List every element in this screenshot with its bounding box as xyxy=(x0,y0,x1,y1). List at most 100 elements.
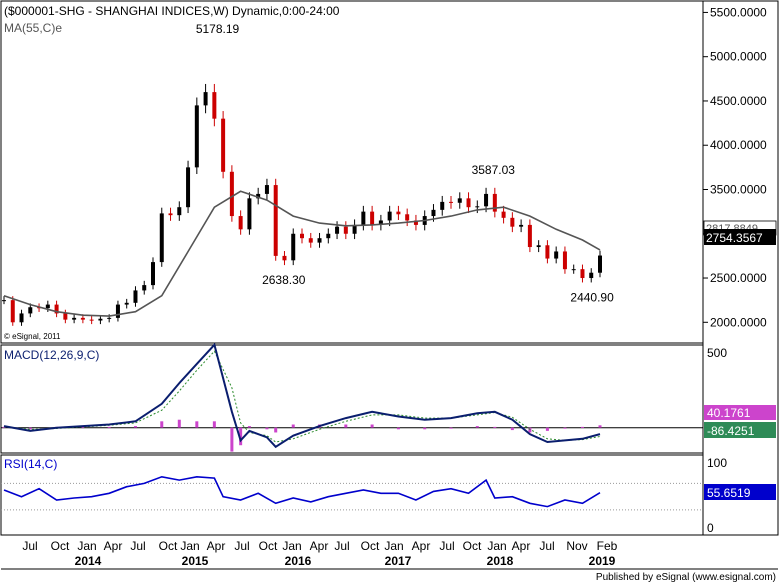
macd-histogram-bar xyxy=(546,428,549,431)
macd-histogram-bar xyxy=(248,426,251,428)
price-bar-body xyxy=(361,212,365,225)
price-bar-body xyxy=(72,318,76,320)
time-axis-year-label: 2016 xyxy=(285,554,312,568)
price-bar-body xyxy=(46,305,50,309)
time-axis-month-label: Apr xyxy=(412,539,431,553)
time-axis-month-label: Jan xyxy=(487,539,506,553)
rsi-axis-tick: 100 xyxy=(707,456,727,470)
macd-histogram-bar xyxy=(178,420,181,428)
ma-indicator-label: MA(55,C)e xyxy=(4,21,62,35)
price-bar-body xyxy=(502,212,506,218)
price-axis-tick-label: 2000.0000 xyxy=(710,315,767,329)
macd-indicator-label: MACD(12,26,9,C) xyxy=(4,348,99,362)
macd-axis-tick: 500 xyxy=(707,346,727,360)
price-bar-body xyxy=(431,210,435,216)
price-bar-body xyxy=(221,119,225,172)
time-axis-month-label: Jul xyxy=(334,539,349,553)
price-bar-body xyxy=(186,167,190,207)
price-bar-body xyxy=(63,313,67,319)
price-bar-body xyxy=(2,300,6,301)
price-bar-body xyxy=(20,313,24,322)
time-axis-year-label: 2015 xyxy=(182,554,209,568)
price-bar-body xyxy=(519,225,523,227)
price-annotation: 2638.30 xyxy=(262,273,306,287)
macd-histogram-bar xyxy=(213,421,216,427)
price-bar-body xyxy=(467,198,471,207)
price-bar-body xyxy=(388,212,392,221)
price-bar-body xyxy=(484,194,488,206)
macd-histogram-bar xyxy=(371,425,374,428)
time-axis-month-label: Jul xyxy=(439,539,454,553)
time-axis-month-label: Jul xyxy=(539,539,554,553)
macd-histogram-bar xyxy=(581,427,584,428)
price-bar-body xyxy=(177,207,181,215)
price-bar-body xyxy=(11,300,15,322)
price-bar-body xyxy=(396,212,400,215)
time-axis-month-label: Apr xyxy=(104,539,123,553)
price-bar-body xyxy=(318,238,322,242)
price-bar-body xyxy=(274,185,278,256)
price-bar-body xyxy=(107,318,111,319)
macd-histogram-bar xyxy=(160,421,163,427)
time-axis-month-label: Jan xyxy=(180,539,199,553)
macd-histogram-bar xyxy=(344,425,347,428)
last-price-badge: 2754.3567 xyxy=(706,231,763,245)
price-bar-body xyxy=(300,234,304,238)
price-bar-body xyxy=(265,185,269,194)
price-bar-body xyxy=(282,256,286,260)
price-annotation: 5178.19 xyxy=(196,22,240,36)
time-axis-month-label: Jul xyxy=(234,539,249,553)
price-bar-body xyxy=(326,234,330,238)
price-bar-body xyxy=(510,218,514,227)
time-axis-month-label: Jan xyxy=(384,539,403,553)
price-bar-body xyxy=(545,245,549,258)
macd-histogram-bar xyxy=(274,428,277,433)
price-bar-body xyxy=(116,305,120,318)
price-bar-body xyxy=(563,251,567,269)
time-axis-year-label: 2018 xyxy=(487,554,514,568)
price-bar-body xyxy=(247,198,251,229)
price-bar-body xyxy=(169,213,173,215)
rsi-indicator-label: RSI(14,C) xyxy=(4,457,57,471)
price-axis-tick-label: 5000.0000 xyxy=(710,50,767,64)
price-bar-body xyxy=(151,262,155,285)
time-axis-month-label: Oct xyxy=(159,539,178,553)
macd-histogram-badge: 40.1761 xyxy=(707,406,751,420)
price-bar-body xyxy=(528,225,532,247)
price-bar-body xyxy=(230,172,234,216)
price-bar-body xyxy=(440,202,444,210)
time-axis-month-label: Jan xyxy=(77,539,96,553)
macd-histogram-bar xyxy=(423,428,426,430)
macd-histogram-bar xyxy=(599,425,602,427)
axis-frame xyxy=(703,1,778,535)
time-axis-month-label: Oct xyxy=(259,539,278,553)
time-axis-month-label: Nov xyxy=(566,539,587,553)
macd-histogram-bar xyxy=(230,428,233,452)
price-bar-body xyxy=(554,251,558,258)
price-bar-body xyxy=(125,303,129,305)
macd-histogram-bar xyxy=(511,428,514,430)
price-bar-body xyxy=(405,214,409,220)
macd-signal-badge: -86.4251 xyxy=(707,424,755,438)
time-axis-month-label: Jan xyxy=(282,539,301,553)
chart-title: ($000001-SHG - SHANGHAI INDICES,W) Dynam… xyxy=(4,4,340,18)
price-axis-tick-label: 5500.0000 xyxy=(710,5,767,19)
macd-histogram-bar xyxy=(134,426,137,428)
time-axis-month-label: Oct xyxy=(361,539,380,553)
time-axis-month-label: Feb xyxy=(597,539,618,553)
price-axis-tick-label: 4000.0000 xyxy=(710,138,767,152)
price-axis-tick-label: 4500.0000 xyxy=(710,94,767,108)
price-bar-body xyxy=(458,198,462,202)
price-bar-body xyxy=(212,92,216,119)
time-axis-month-label: Oct xyxy=(51,539,70,553)
copyright-label: © eSignal, 2011 xyxy=(4,332,61,341)
price-bar-body xyxy=(475,206,479,207)
macd-histogram-bar xyxy=(563,428,566,429)
time-axis-year-label: 2014 xyxy=(75,554,102,568)
time-axis-year-label: 2019 xyxy=(589,554,616,568)
price-bar-body xyxy=(344,227,348,234)
price-bar-body xyxy=(28,307,32,313)
price-annotation: 3587.03 xyxy=(472,163,516,177)
time-axis-year-label: 2017 xyxy=(385,554,412,568)
